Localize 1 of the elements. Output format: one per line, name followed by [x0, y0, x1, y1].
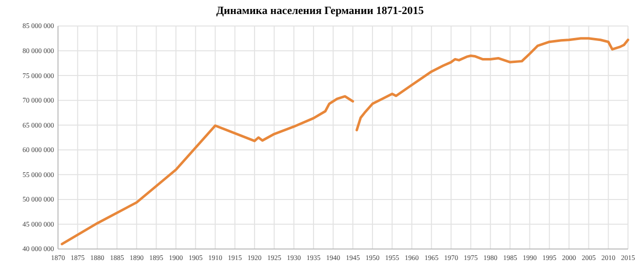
chart-title: Динамика населения Германии 1871-2015 — [216, 5, 424, 17]
